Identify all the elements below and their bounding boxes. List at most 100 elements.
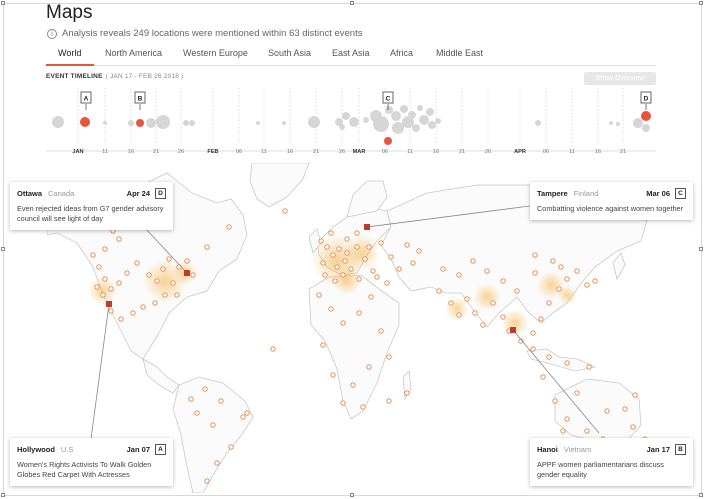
location-point[interactable] xyxy=(344,236,350,242)
location-point[interactable] xyxy=(190,272,196,278)
tab-world[interactable]: World xyxy=(58,48,82,58)
location-point[interactable] xyxy=(146,272,152,278)
location-point[interactable] xyxy=(500,314,506,320)
location-point[interactable] xyxy=(586,364,592,370)
timeline-event-bubble[interactable] xyxy=(128,120,134,126)
location-point[interactable] xyxy=(518,338,524,344)
timeline-event-bubble[interactable] xyxy=(136,119,144,127)
timeline-event-bubble[interactable] xyxy=(616,122,620,126)
location-point[interactable] xyxy=(194,410,200,416)
location-point[interactable] xyxy=(574,390,580,396)
location-point[interactable] xyxy=(340,272,346,278)
timeline-event-bubble[interactable] xyxy=(384,137,392,145)
timeline-event-bubble[interactable] xyxy=(426,108,434,116)
location-point[interactable] xyxy=(410,260,416,266)
location-point[interactable] xyxy=(404,390,410,396)
location-point[interactable] xyxy=(342,258,348,264)
location-point[interactable] xyxy=(340,320,346,326)
location-point[interactable] xyxy=(436,288,442,294)
location-point[interactable] xyxy=(560,428,566,434)
location-point[interactable] xyxy=(550,258,556,264)
location-point[interactable] xyxy=(378,240,384,246)
timeline-event-bubble[interactable] xyxy=(183,120,189,126)
location-point[interactable] xyxy=(324,244,330,250)
location-point[interactable] xyxy=(388,254,394,260)
location-point[interactable] xyxy=(328,230,334,236)
location-point[interactable] xyxy=(218,398,224,404)
location-point[interactable] xyxy=(558,264,564,270)
location-point[interactable] xyxy=(270,346,276,352)
location-point[interactable] xyxy=(154,278,160,284)
location-point[interactable] xyxy=(546,300,552,306)
location-point[interactable] xyxy=(366,364,372,370)
location-point[interactable] xyxy=(94,284,100,290)
timeline-event-bubble[interactable] xyxy=(342,112,350,120)
location-point[interactable] xyxy=(354,230,360,236)
timeline-event-bubble[interactable] xyxy=(642,124,650,132)
location-point[interactable] xyxy=(336,246,342,252)
timeline-event-bubble[interactable] xyxy=(349,117,359,127)
timeline-event-bubble[interactable] xyxy=(417,105,423,111)
location-point[interactable] xyxy=(356,276,362,282)
location-point[interactable] xyxy=(530,330,536,336)
location-point[interactable] xyxy=(464,296,470,302)
location-point[interactable] xyxy=(134,260,140,266)
location-point[interactable] xyxy=(90,252,96,258)
location-point[interactable] xyxy=(332,278,338,284)
location-point[interactable] xyxy=(214,460,220,466)
timeline-event-bubble[interactable] xyxy=(535,120,541,126)
location-point[interactable] xyxy=(584,282,590,288)
location-point[interactable] xyxy=(102,246,108,252)
location-point[interactable] xyxy=(176,264,182,270)
location-point[interactable] xyxy=(374,274,380,280)
location-point[interactable] xyxy=(204,478,210,484)
location-point[interactable] xyxy=(552,398,558,404)
timeline-event-bubble[interactable] xyxy=(80,117,90,127)
timeline-marker-box[interactable] xyxy=(134,91,146,104)
location-point[interactable] xyxy=(282,208,288,214)
tab-east-asia[interactable]: East Asia xyxy=(332,48,370,58)
location-point[interactable] xyxy=(500,278,506,284)
timeline-event-bubble[interactable] xyxy=(435,118,441,124)
location-point[interactable] xyxy=(546,354,552,360)
location-point[interactable] xyxy=(630,424,636,430)
location-point[interactable] xyxy=(344,250,350,256)
event-card-ottawa[interactable]: Ottawa Canada Apr 24 D Even rejected ide… xyxy=(10,182,173,230)
location-point[interactable] xyxy=(320,342,326,348)
timeline-event-bubble[interactable] xyxy=(373,116,389,132)
tab-north-america[interactable]: North America xyxy=(105,48,163,58)
location-point[interactable] xyxy=(152,300,158,306)
event-card-hanoi[interactable]: Hanoi Vietnam Jan 17 B APPF women parlia… xyxy=(530,438,693,486)
location-point[interactable] xyxy=(330,372,336,378)
location-point[interactable] xyxy=(370,268,376,274)
timeline-event-bubble[interactable] xyxy=(282,121,286,125)
location-point[interactable] xyxy=(116,280,122,286)
timeline-event-bubble[interactable] xyxy=(156,115,170,129)
tab-south-asia[interactable]: South Asia xyxy=(268,48,312,58)
event-timeline[interactable]: JAN 11 16 21 26 FEB 06 11 16 21 26 MAR 06 11 16 21 26 APR… xyxy=(46,86,656,162)
location-point[interactable] xyxy=(540,374,546,380)
location-point[interactable] xyxy=(188,396,194,402)
location-point[interactable] xyxy=(378,328,384,334)
timeline-event-bubble[interactable] xyxy=(103,121,107,125)
location-point[interactable] xyxy=(244,410,250,416)
location-point[interactable] xyxy=(204,244,210,250)
location-point[interactable] xyxy=(96,264,102,270)
location-point[interactable] xyxy=(396,266,402,272)
location-point[interactable] xyxy=(356,310,362,316)
location-point[interactable] xyxy=(538,316,544,322)
location-point[interactable] xyxy=(210,422,216,428)
timeline-marker-box[interactable] xyxy=(80,91,92,104)
location-point[interactable] xyxy=(322,272,328,278)
location-point[interactable] xyxy=(564,276,570,282)
timeline-event-bubble[interactable] xyxy=(391,111,401,121)
timeline-event-bubble[interactable] xyxy=(419,115,429,125)
event-card-tampere[interactable]: Tampere Finland Mar 06 C Combatting viol… xyxy=(530,182,693,220)
location-point[interactable] xyxy=(386,354,392,360)
location-point[interactable] xyxy=(118,316,124,322)
location-point[interactable] xyxy=(404,242,410,248)
event-card-hollywood[interactable]: Hollywood U.S Jan 07 A Women's Rights Ac… xyxy=(10,438,173,486)
location-point[interactable] xyxy=(228,444,234,450)
timeline-event-bubble[interactable] xyxy=(428,121,436,129)
location-point[interactable] xyxy=(472,310,478,316)
